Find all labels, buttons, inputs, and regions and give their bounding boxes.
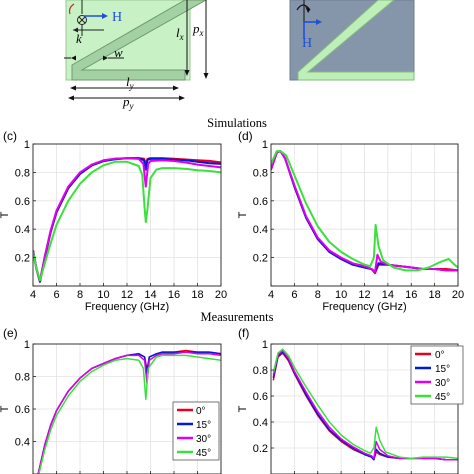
legend-e-label-1: 15° [196,420,211,431]
axis-label-x-d: Frequency (GHz) [322,301,406,313]
tick-label-x-c: 20 [215,289,227,301]
tick-label-y-f: 0.6 [253,391,268,403]
tick-label-y-c: 0.6 [15,196,30,208]
tick-label-y-f: 0.4 [253,417,268,429]
plot-frame-f [270,343,459,474]
tick-label-x-d: 18 [429,289,441,301]
section-title-measurements: Measurements [201,310,274,324]
tick-label-y-f: 0.2 [253,443,268,455]
axis-label-y-f: T [237,405,249,412]
tick-label-x-d: 14 [382,289,394,301]
tick-label-y-c: 0.2 [15,253,30,265]
legend-e-label-3: 45° [196,448,211,459]
series-line-c-2 [33,157,221,282]
tick-label-y-c: 0.4 [15,224,30,236]
label-k: k [76,31,82,46]
tick-label-y-d: 0.8 [253,167,268,179]
tick-label-x-d: 20 [452,289,464,301]
legend-f-label-0: 0° [435,350,445,361]
tick-label-x-c: 14 [144,289,156,301]
tick-label-x-d: 10 [335,289,347,301]
tick-label-y-d: 0.2 [253,253,268,265]
series-line-d-3 [271,150,458,272]
tick-label-x-d: 12 [358,289,370,301]
metal-strip-left [71,0,208,81]
tick-label-x-d: 16 [405,289,417,301]
panel-label-d: (d) [238,129,253,143]
legend-f-box [410,345,464,405]
legend-e-box [172,401,220,461]
tick-label-x-c: 16 [168,289,180,301]
label-h-right: H [302,36,312,51]
schematic-left: k H w lx px ly py [64,0,209,111]
tick-label-y-e: 0.4 [15,437,30,449]
tick-label-x-c: 8 [77,289,83,301]
legend-e: 0° 15° 30° 45° [172,401,220,461]
tick-label-x-d: 8 [315,289,321,301]
tick-label-y-c: 0.8 [15,167,30,179]
metal-strip-right [297,0,415,81]
label-w: w [114,45,123,60]
tick-label-x-c: 10 [97,289,109,301]
legend-f: 0° 15° 30° 45° [410,345,464,405]
label-h-left: H [112,10,122,25]
tick-label-x-d: 4 [268,289,274,301]
rotation-arrow-icon [68,3,75,15]
label-ly: ly [126,74,134,91]
panel-label-e: (e) [3,326,18,340]
series-line-e-2 [37,351,221,474]
tick-label-x-c: 6 [53,289,59,301]
label-lx: lx [176,25,184,42]
tick-label-y-e: 0.6 [15,404,30,416]
series-line-c-3 [33,160,221,282]
series-line-d-2 [271,150,458,273]
tick-label-x-d: 6 [291,289,297,301]
schematic-right: H [289,0,415,81]
tick-label-y-d: 1 [262,139,268,151]
panel-label-c: (c) [3,129,17,143]
chart-d: 4 6 8 10 12 14 16 18 20 0.2 0.4 0.6 0.8 1 Frequency (G… [237,139,464,313]
legend-e-label-0: 0° [196,406,206,417]
panel-label-f: (f) [238,326,249,340]
tick-label-y-d: 0.6 [253,196,268,208]
axis-label-y-e: T [0,405,11,412]
legend-e-label-2: 30° [196,434,211,445]
legend-f-label-3: 45° [435,392,450,403]
tick-label-y-c: 1 [24,139,30,151]
legend-f-label-2: 30° [435,378,450,389]
label-py: py [122,94,134,111]
tick-label-y-e: 0.8 [15,372,30,384]
axis-label-x-c: Frequency (GHz) [85,301,169,313]
chart-c: 4 6 8 10 12 14 16 18 20 0.2 0.4 0.6 0.8 1 Frequency (G… [0,139,227,313]
tick-label-y-f: 0.8 [253,365,268,377]
axis-label-y-d: T [237,211,249,218]
tick-label-x-c: 12 [121,289,133,301]
series-line-f-3 [272,348,458,460]
tick-label-x-c: 18 [191,289,203,301]
section-title-simulations: Simulations [207,116,267,130]
label-px: px [192,21,204,38]
series-line-e-3 [38,354,221,474]
legend-f-label-1: 15° [435,364,450,375]
tick-label-y-f: 1 [262,339,268,351]
axis-label-y-c: T [0,211,11,218]
tick-label-y-d: 0.4 [253,224,268,236]
rotation-arrow-icon-right [296,4,311,11]
tick-label-y-e: 1 [24,339,30,351]
tick-label-x-c: 4 [30,289,36,301]
